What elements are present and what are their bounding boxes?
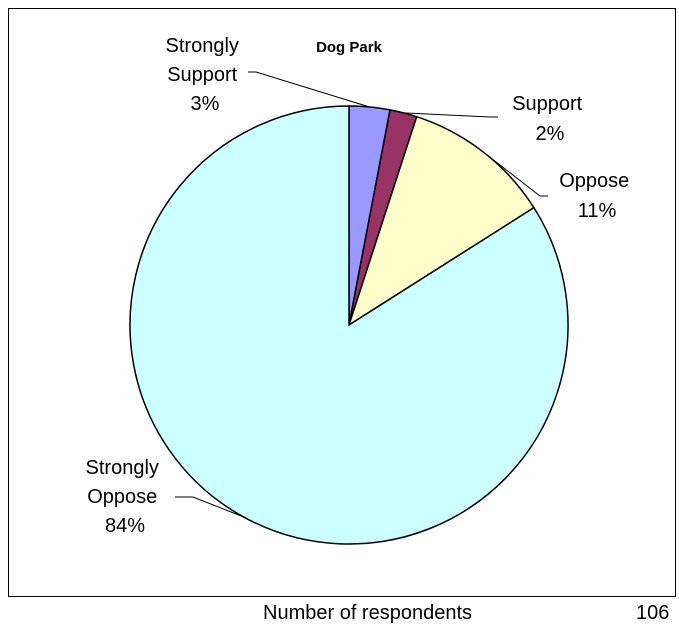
- chart-title: Dog Park: [316, 39, 383, 56]
- label-support-line-1: Support: [512, 93, 582, 115]
- pie-slice-oppose: [347, 115, 535, 327]
- pie-chart: Dog Park Strongly Support 3% Support 2% …: [86, 35, 635, 545]
- label-strongly-oppose: Strongly Oppose 84%: [86, 457, 165, 537]
- respondents-count: 106: [636, 602, 670, 624]
- label-strongly-support-line-1: Strongly: [166, 35, 239, 57]
- label-strongly-oppose-line-3: 84%: [105, 515, 145, 537]
- leader-line-oppose: [482, 151, 548, 197]
- label-strongly-support-line-2: Support: [167, 64, 237, 86]
- label-strongly-oppose-line-2: Oppose: [87, 486, 157, 508]
- leader-line-strongly-support: [248, 71, 370, 108]
- label-support-line-2: 2%: [536, 123, 565, 145]
- leader-line-strongly-oppose: [175, 496, 244, 518]
- label-oppose: Oppose 11%: [559, 170, 635, 222]
- respondents-footer: Number of respondents 106: [0, 597, 679, 633]
- label-oppose-line-1: Oppose: [559, 170, 629, 192]
- pie-slice-strongly-oppose: [129, 105, 569, 545]
- label-oppose-line-2: 11%: [578, 200, 617, 222]
- label-strongly-support: Strongly Support 3%: [166, 35, 245, 115]
- leader-line-support: [403, 112, 498, 118]
- label-strongly-support-line-3: 3%: [191, 93, 220, 115]
- respondents-label: Number of respondents: [263, 602, 473, 624]
- label-support: Support 2%: [512, 93, 588, 145]
- label-strongly-oppose-line-1: Strongly: [86, 457, 159, 479]
